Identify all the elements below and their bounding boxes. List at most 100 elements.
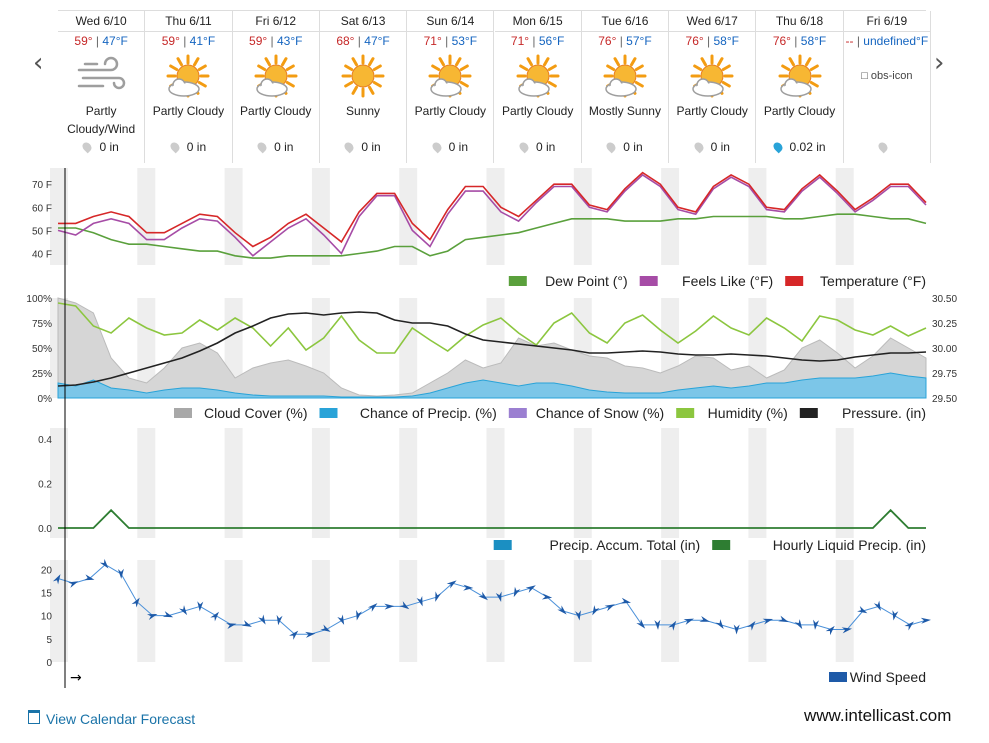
raindrop-icon (876, 140, 890, 154)
day-column[interactable]: Fri 6/12 59° | 43°F Partly Cloudy 0 in (232, 11, 320, 163)
night-band (311, 168, 330, 265)
legend-swatch (319, 408, 338, 418)
wind-arrow (715, 619, 724, 629)
day-name: Wed 6/10 (58, 11, 145, 32)
wind-arrow (384, 603, 395, 610)
calendar-icon (28, 710, 40, 724)
day-column[interactable]: Wed 6/17 76° | 58°F Partly Cloudy 0 in (669, 11, 757, 163)
day-column[interactable]: Sun 6/14 71° | 53°F Partly Cloudy 0 in (407, 11, 495, 163)
day-temps: 71° | 53°F (423, 34, 478, 48)
low-temp: 47°F (364, 34, 390, 48)
y-tick-label: 10 (41, 612, 53, 623)
low-temp: 57°F (626, 34, 652, 48)
wind-arrow (258, 614, 266, 625)
legend-swatch (639, 276, 658, 286)
wind-arrow (825, 625, 835, 636)
y-tick-label: 50 F (32, 226, 52, 237)
precip-amount: 0 in (669, 138, 755, 156)
night-band (224, 428, 243, 538)
wind-arrow (210, 611, 220, 622)
legend-swatch (712, 540, 731, 550)
wind-arrow (495, 591, 502, 602)
legend-label: Chance of Snow (%) (536, 405, 664, 421)
raindrop-icon (517, 140, 531, 154)
series-line (58, 171, 927, 248)
y-tick-label: 50% (32, 344, 52, 355)
night-band (50, 168, 68, 265)
precip-amount: 0 in (233, 138, 319, 156)
y-tick-label: 15 (41, 588, 53, 599)
day-temps: 76° | 58°F (772, 34, 827, 48)
night-band (224, 168, 243, 265)
night-band (835, 428, 854, 538)
partly-cloudy-icon (145, 50, 231, 102)
view-calendar-forecast-link[interactable]: View Calendar Forecast (28, 710, 195, 727)
legend-label: Dew Point (°) (545, 273, 628, 289)
legend-label: Chance of Precip. (%) (360, 405, 497, 421)
wind-arrow (813, 619, 820, 630)
condition-text: Mostly Sunny (588, 104, 661, 118)
night-band (399, 298, 418, 398)
y-tick-label: 60 F (32, 203, 52, 214)
prev-days-arrow[interactable]: ‹ (33, 48, 44, 78)
legend-label: Wind Speed (850, 669, 926, 685)
legend-swatch (829, 672, 847, 682)
night-band (50, 560, 68, 662)
legend-swatch (799, 408, 818, 418)
high-temp: 68° (336, 34, 355, 48)
day-column[interactable]: Fri 6/19 -- | undefined°F □ obs-icon (843, 11, 931, 163)
wind-arrow (575, 610, 581, 621)
y-tick-label: 30.25 (932, 319, 957, 330)
wind-arrow (276, 614, 283, 626)
wind-arrow (52, 574, 61, 585)
high-temp: -- (845, 34, 854, 48)
day-name: Wed 6/17 (669, 11, 756, 32)
precip-amount: 0 in (582, 138, 668, 156)
night-band (50, 428, 68, 538)
wind-icon (58, 50, 144, 102)
high-temp: 76° (598, 34, 617, 48)
condition-text (844, 102, 930, 138)
wind-arrow (904, 621, 914, 631)
legend-swatch (785, 276, 804, 286)
y-tick-label: 40 F (32, 249, 52, 260)
wind-arrow (592, 605, 600, 616)
night-band (137, 560, 156, 662)
condition-text: Partly Cloudy (676, 104, 748, 118)
wind-arrow (873, 600, 881, 611)
y-tick-label: 30.00 (932, 344, 957, 355)
legend-label: Pressure. (in) (842, 405, 926, 421)
y-tick-label: 70 F (32, 180, 52, 191)
partly-cloudy-icon (407, 50, 493, 102)
next-days-arrow[interactable]: › (934, 48, 945, 78)
day-name: Sat 6/13 (319, 11, 407, 32)
partly-cloudy-icon (495, 50, 581, 102)
night-band (137, 298, 156, 398)
brand-url: www.intellicast.com (804, 706, 952, 725)
legend-swatch (493, 540, 512, 550)
condition-text: Partly Cloudy (240, 104, 312, 118)
wind-arrow (305, 631, 316, 638)
day-temps: 76° | 57°F (598, 34, 652, 48)
condition-text: Partly Cloudy (152, 104, 225, 118)
day-column[interactable]: Thu 6/11 59° | 41°F Partly Cloudy 0 in (145, 11, 233, 163)
wind-arrow (463, 584, 474, 591)
wind-arrow (841, 627, 853, 634)
legend-label: Cloud Cover (%) (204, 405, 307, 421)
day-column[interactable]: Mon 6/15 71° | 56°F Partly Cloudy 0 in (494, 11, 582, 163)
day-name: Mon 6/15 (494, 11, 581, 32)
legend-swatch (676, 408, 695, 418)
wind-arrow (892, 610, 899, 621)
day-column[interactable]: Thu 6/18 76° | 58°F Partly Cloudy 0.02 in (756, 11, 844, 163)
precip-chance-area (57, 372, 927, 399)
night-band (486, 560, 505, 662)
legend-label: Temperature (°F) (820, 273, 926, 289)
wind-arrow (794, 619, 803, 630)
day-column[interactable]: Tue 6/16 76° | 57°F Mostly Sunny 0 in (581, 11, 670, 163)
day-column[interactable]: Sat 6/13 68° | 47°F Sunny 0 in (319, 11, 408, 163)
partly-cloudy-icon (669, 50, 755, 102)
y-tick-label: 20 (41, 565, 53, 576)
wind-arrow (654, 619, 661, 630)
day-column[interactable]: Wed 6/10 59° | 47°F Partly Cloudy/Wind 0 in (58, 11, 146, 163)
wind-arrow (762, 618, 774, 625)
